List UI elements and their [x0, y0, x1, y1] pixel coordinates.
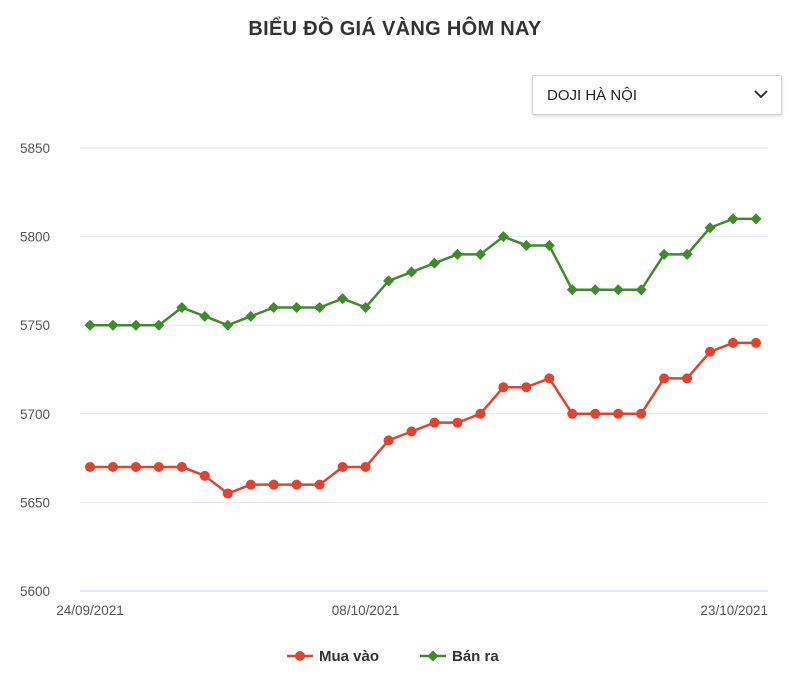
data-point[interactable] — [176, 301, 188, 313]
x-tick-label: 24/09/2021 — [56, 603, 124, 618]
data-point[interactable] — [360, 461, 371, 472]
data-point[interactable] — [613, 408, 624, 419]
y-tick-label: 5850 — [20, 141, 50, 156]
data-point[interactable] — [428, 257, 440, 269]
data-point[interactable] — [360, 301, 372, 313]
data-point[interactable] — [658, 248, 670, 260]
data-point[interactable] — [727, 213, 739, 225]
legend-label: Mua vào — [319, 648, 379, 665]
data-point[interactable] — [590, 408, 601, 419]
y-tick-label: 5650 — [20, 495, 50, 510]
data-point[interactable] — [222, 488, 233, 499]
legend-marker — [427, 650, 439, 662]
chart-title: BIỂU ĐỒ GIÁ VÀNG HÔM NAY — [248, 18, 542, 40]
legend-item[interactable]: Mua vào — [287, 648, 379, 665]
data-point[interactable] — [705, 346, 716, 357]
data-point[interactable] — [176, 461, 187, 472]
data-point[interactable] — [268, 479, 279, 490]
data-point[interactable] — [291, 479, 302, 490]
data-point[interactable] — [521, 382, 532, 393]
data-point[interactable] — [520, 239, 532, 251]
data-point[interactable] — [681, 248, 693, 260]
data-point[interactable] — [728, 337, 739, 348]
series-line — [90, 217, 756, 327]
y-tick-label: 5600 — [20, 584, 50, 599]
data-point[interactable] — [291, 301, 303, 313]
x-tick-label: 23/10/2021 — [700, 603, 768, 618]
y-tick-label: 5700 — [20, 407, 50, 422]
data-point[interactable] — [475, 408, 486, 419]
data-point[interactable] — [245, 310, 257, 322]
data-point[interactable] — [451, 248, 463, 260]
data-point[interactable] — [566, 284, 578, 296]
data-point[interactable] — [544, 373, 555, 384]
data-point[interactable] — [750, 213, 762, 225]
data-point[interactable] — [635, 284, 647, 296]
legend-label: Bán ra — [452, 648, 499, 665]
x-tick-label: 08/10/2021 — [332, 603, 400, 618]
data-point[interactable] — [497, 231, 509, 243]
data-point[interactable] — [153, 319, 165, 331]
series-sell — [84, 213, 762, 331]
source-select-value: DOJI HÀ NỘI — [547, 87, 638, 104]
data-point[interactable] — [636, 408, 647, 419]
data-point[interactable] — [383, 275, 395, 287]
data-point[interactable] — [659, 373, 670, 384]
legend-item[interactable]: Bán ra — [420, 648, 499, 665]
data-point[interactable] — [612, 284, 624, 296]
data-point[interactable] — [130, 319, 142, 331]
data-point[interactable] — [682, 373, 693, 384]
chevron-down-icon — [754, 90, 768, 99]
data-point[interactable] — [107, 319, 119, 331]
data-point[interactable] — [383, 435, 394, 446]
data-point[interactable] — [474, 248, 486, 260]
data-point[interactable] — [429, 417, 440, 428]
data-point[interactable] — [130, 461, 141, 472]
data-point[interactable] — [268, 301, 280, 313]
series-line — [90, 341, 756, 495]
data-point[interactable] — [498, 382, 509, 393]
data-point[interactable] — [314, 479, 325, 490]
data-point[interactable] — [589, 284, 601, 296]
series-buy — [85, 337, 761, 499]
data-point[interactable] — [543, 239, 555, 251]
legend-marker — [295, 651, 305, 661]
data-point[interactable] — [337, 293, 349, 305]
y-tick-label: 5750 — [20, 318, 50, 333]
data-point[interactable] — [337, 461, 348, 472]
data-point[interactable] — [567, 408, 578, 419]
data-point[interactable] — [452, 417, 463, 428]
data-point[interactable] — [199, 310, 211, 322]
data-point[interactable] — [222, 319, 234, 331]
data-point[interactable] — [245, 479, 256, 490]
source-select-dropdown[interactable]: DOJI HÀ NỘI — [532, 75, 782, 115]
data-point[interactable] — [751, 337, 761, 348]
data-point[interactable] — [107, 461, 118, 472]
y-tick-label: 5800 — [20, 230, 50, 245]
data-point[interactable] — [84, 319, 96, 331]
data-point[interactable] — [704, 222, 716, 234]
data-point[interactable] — [406, 426, 417, 437]
data-point[interactable] — [153, 461, 164, 472]
data-point[interactable] — [406, 266, 418, 278]
data-point[interactable] — [85, 461, 95, 472]
data-point[interactable] — [314, 301, 326, 313]
data-point[interactable] — [199, 470, 210, 481]
